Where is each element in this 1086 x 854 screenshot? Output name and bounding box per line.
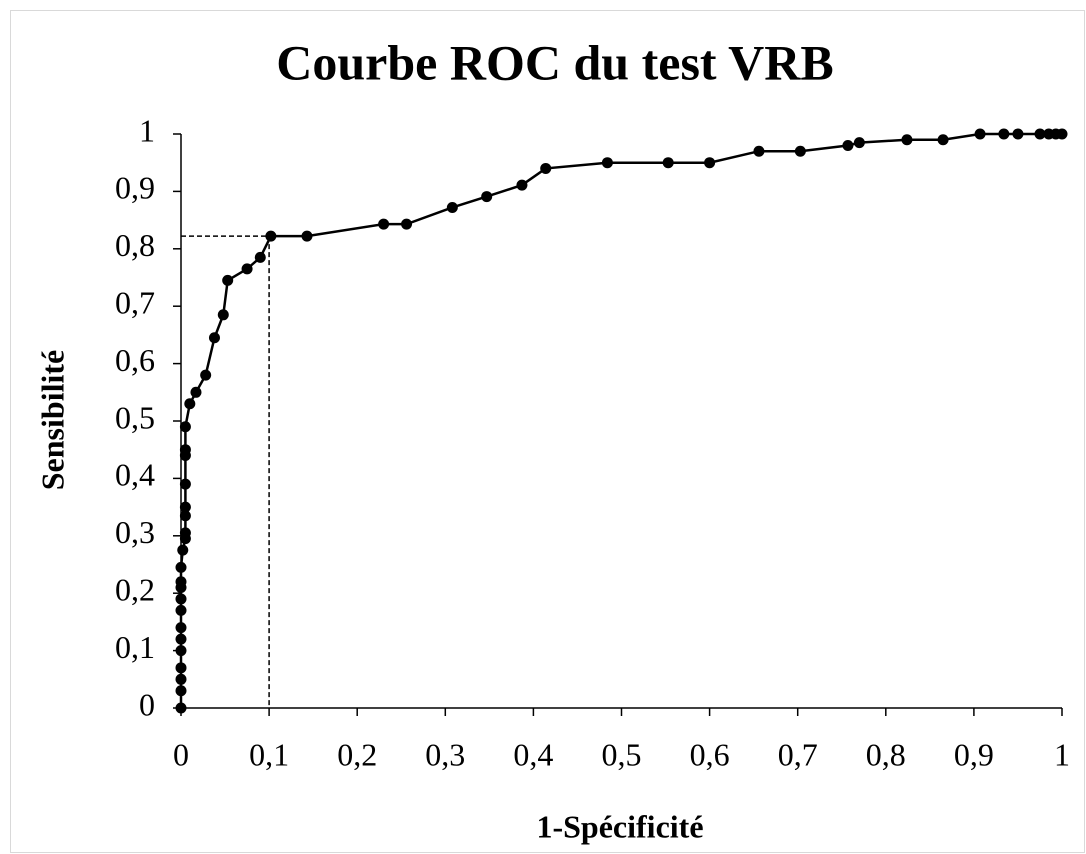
- roc-point: [179, 501, 191, 513]
- roc-point: [794, 145, 806, 157]
- roc-point: [190, 386, 202, 398]
- y-tick-label: 0,3: [115, 514, 155, 550]
- roc-point: [184, 398, 196, 410]
- roc-point: [401, 218, 413, 230]
- roc-point: [1012, 128, 1024, 140]
- roc-point: [481, 191, 493, 203]
- x-tick-label: 0,8: [866, 736, 906, 772]
- x-tick-label: 0,5: [602, 736, 642, 772]
- y-tick-label: 0,1: [115, 629, 155, 665]
- roc-point: [179, 527, 191, 539]
- roc-point: [901, 134, 913, 146]
- roc-point: [222, 274, 234, 286]
- roc-point: [175, 702, 187, 714]
- roc-point: [177, 544, 189, 556]
- roc-point: [842, 139, 854, 151]
- roc-point: [937, 134, 949, 146]
- roc-point: [974, 128, 986, 140]
- roc-point: [175, 685, 187, 697]
- roc-point: [254, 251, 266, 263]
- roc-point: [853, 137, 865, 149]
- roc-point: [175, 645, 187, 657]
- y-tick-label: 0,6: [115, 342, 155, 378]
- roc-point: [601, 157, 613, 169]
- roc-point: [179, 421, 191, 433]
- roc-point: [179, 478, 191, 490]
- roc-point: [516, 179, 528, 191]
- y-tick-label: 0,4: [115, 457, 155, 493]
- roc-point: [540, 162, 552, 174]
- y-tick-label: 1: [139, 112, 155, 148]
- roc-point: [179, 444, 191, 456]
- y-tick-label: 0,5: [115, 399, 155, 435]
- y-tick-label: 0,8: [115, 227, 155, 263]
- x-tick-label: 1: [1054, 736, 1070, 772]
- x-tick-label: 0: [173, 736, 189, 772]
- roc-point: [378, 218, 390, 230]
- roc-point: [175, 673, 187, 685]
- roc-point: [175, 662, 187, 674]
- roc-point: [1056, 128, 1068, 140]
- x-axis-label: 1-Spécificité: [536, 808, 703, 844]
- roc-point: [175, 561, 187, 573]
- roc-point: [301, 230, 313, 242]
- roc-point: [208, 332, 220, 344]
- roc-point: [217, 309, 229, 321]
- roc-point: [175, 622, 187, 634]
- x-tick-label: 0,6: [690, 736, 730, 772]
- y-tick-label: 0,2: [115, 572, 155, 608]
- chart-title: Courbe ROC du test VRB: [276, 34, 833, 90]
- x-tick-label: 0,3: [425, 736, 465, 772]
- x-tick-label: 0,4: [513, 736, 553, 772]
- roc-point: [1034, 128, 1046, 140]
- roc-point: [265, 230, 277, 242]
- y-tick-label: 0,7: [115, 285, 155, 321]
- x-tick-label: 0,2: [337, 736, 377, 772]
- x-tick-label: 0,7: [778, 736, 818, 772]
- roc-point: [446, 201, 458, 213]
- y-tick-label: 0: [139, 686, 155, 722]
- roc-point: [753, 145, 765, 157]
- y-axis-label: Sensibilité: [34, 350, 70, 490]
- roc-point: [175, 633, 187, 645]
- roc-point: [175, 593, 187, 605]
- roc-point: [200, 369, 212, 381]
- roc-point: [662, 157, 674, 169]
- x-tick-label: 0,9: [954, 736, 994, 772]
- roc-point: [175, 576, 187, 588]
- roc-point: [175, 604, 187, 616]
- roc-point: [704, 157, 716, 169]
- y-tick-label: 0,9: [115, 170, 155, 206]
- roc-point: [998, 128, 1010, 140]
- chart-border: [10, 10, 1085, 853]
- roc-point: [179, 510, 191, 522]
- roc-point: [241, 263, 253, 275]
- x-tick-label: 0,1: [249, 736, 289, 772]
